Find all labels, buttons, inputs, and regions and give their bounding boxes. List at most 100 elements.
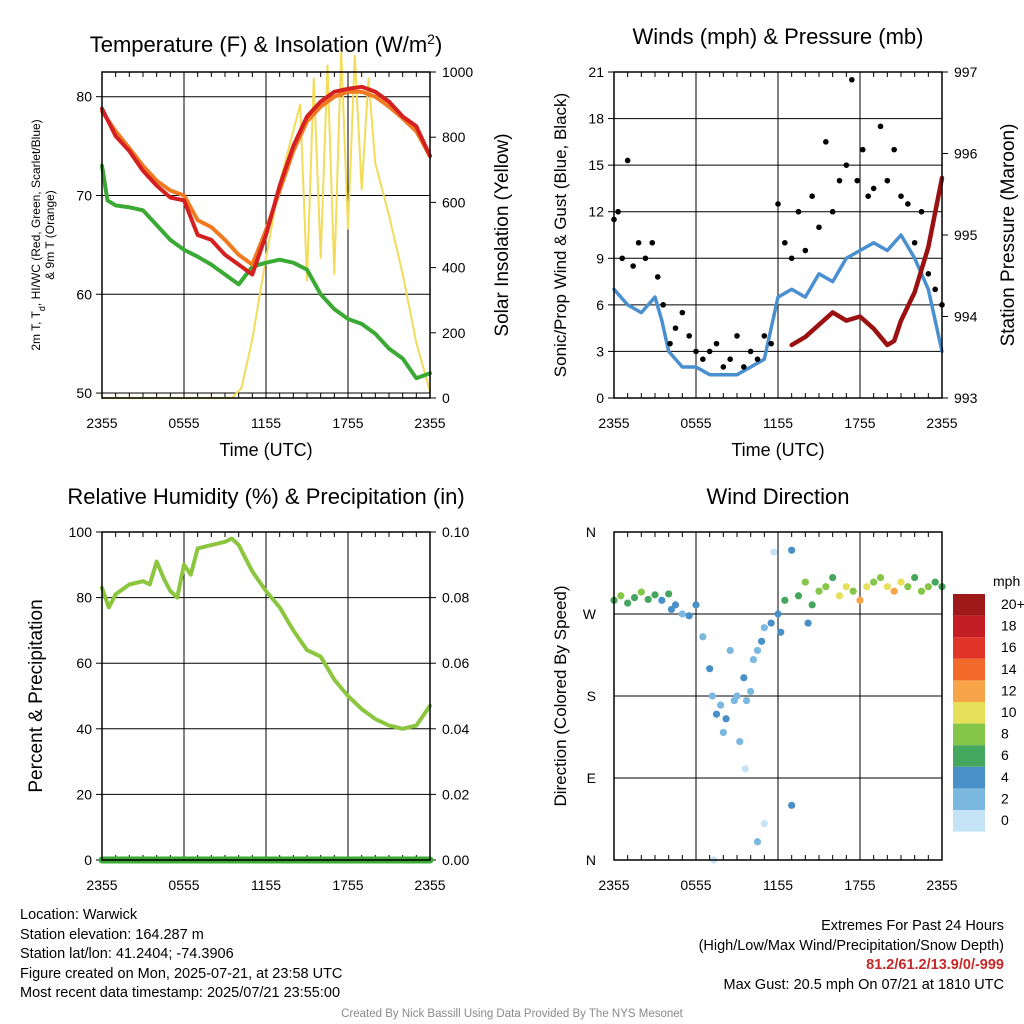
legend-label: 6 <box>1001 747 1009 763</box>
direction-point <box>624 599 632 607</box>
direction-point <box>667 605 676 614</box>
direction-point <box>678 610 686 618</box>
direction-point <box>740 674 748 682</box>
gust-point <box>925 271 932 277</box>
direction-point <box>736 737 744 746</box>
y-tick-label: 70 <box>76 187 92 203</box>
gust-point <box>768 340 774 347</box>
legend-label: 8 <box>1001 726 1009 742</box>
legend-label: 12 <box>1001 682 1017 698</box>
y-tick-label: 100 <box>69 524 93 540</box>
direction-point <box>742 696 751 705</box>
plot-border <box>101 531 431 861</box>
gust-point <box>747 348 754 355</box>
legend-swatch <box>953 658 985 681</box>
gust-point <box>775 201 781 207</box>
temperature-panel: Temperature (F) & Insolation (W/m2) 2355 0… <box>29 31 513 460</box>
y2-tick-label: 997 <box>954 64 978 80</box>
gust-point <box>654 274 661 280</box>
gust-point <box>700 356 706 362</box>
y2-tick-label: 0.10 <box>442 524 469 540</box>
direction-point <box>665 590 673 598</box>
direction-point <box>911 573 919 582</box>
direction-point <box>931 578 939 586</box>
pressure-line <box>789 175 945 348</box>
direction-point <box>644 595 652 604</box>
y2-tick-label: 0.02 <box>442 786 469 802</box>
y-tick-label: 50 <box>76 385 92 401</box>
direction-point <box>815 587 823 595</box>
humidity-panel: Relative Humidity (%) & Precipitation (i… <box>26 484 469 893</box>
direction-point <box>863 583 871 591</box>
direction-point <box>749 655 758 664</box>
y-tick-label: 3 <box>596 343 604 359</box>
gust-point <box>672 325 679 331</box>
direction-point <box>924 583 932 591</box>
x-tick-label: 1155 <box>763 877 793 893</box>
direction-point <box>904 583 912 591</box>
gust-point <box>667 340 673 347</box>
direction-point <box>777 628 785 636</box>
legend-swatch <box>953 788 985 810</box>
direction-point <box>856 596 864 604</box>
legend-label: 0 <box>1001 812 1009 828</box>
x-tick-label: 1155 <box>251 415 281 431</box>
y2-tick-label: 800 <box>442 129 466 145</box>
x-tick-label: 2355 <box>598 877 629 893</box>
gust-point <box>642 255 649 262</box>
extremes-values: 81.2/61.2/13.9/0/-999 <box>866 957 1004 973</box>
gust-point <box>635 239 642 246</box>
direction-point <box>788 546 796 554</box>
direction-point <box>658 596 666 604</box>
gust-point <box>884 177 891 184</box>
location-text: Location: Warwick <box>20 907 138 923</box>
direction-point <box>829 573 837 582</box>
direction-point <box>794 592 803 600</box>
y-tick-label: 60 <box>76 286 92 302</box>
y-tick-label: 0 <box>596 390 604 406</box>
legend-label: 10 <box>1001 704 1017 720</box>
chart-title: Temperature (F) & Insolation (W/m2) <box>90 31 443 57</box>
direction-point <box>753 646 762 655</box>
plot-border <box>101 71 431 399</box>
direction-point <box>835 592 844 600</box>
gust-point <box>816 224 822 231</box>
gust-point <box>854 177 861 184</box>
legend-label: 4 <box>1001 769 1009 785</box>
gust-point <box>870 185 877 192</box>
gust-point <box>619 255 625 262</box>
insolation-line <box>101 51 431 399</box>
y2-tick-label: 600 <box>442 194 466 210</box>
direction-point <box>774 610 782 618</box>
humidity-line <box>100 536 432 731</box>
temperature-line <box>100 84 432 277</box>
gust-point <box>809 193 815 199</box>
y2-tick-label: 995 <box>954 227 978 243</box>
y-tick-label: 60 <box>76 655 92 671</box>
latlon-text: Station lat/lon: 41.2404; -74.3906 <box>20 946 234 962</box>
y-axis-label: 2m T, Td, HI/WC (Red, Green, Scarlet/Blu… <box>29 119 47 350</box>
gust-point <box>918 208 925 215</box>
gust-point <box>911 239 918 246</box>
gust-point <box>843 162 850 168</box>
y2-tick-label: 0.00 <box>442 852 469 868</box>
x-tick-label: 2355 <box>926 877 957 893</box>
gust-point <box>802 247 809 254</box>
x-tick-label: 2355 <box>926 415 957 431</box>
credit-text: Created By Nick Bassill Using Data Provi… <box>341 1008 683 1020</box>
gust-point <box>795 208 802 215</box>
legend-label: 18 <box>1001 618 1017 634</box>
gust-point <box>788 255 795 262</box>
gust-point <box>727 356 733 362</box>
y2-tick-label: 0.06 <box>442 655 469 671</box>
x-tick-label: 2355 <box>414 415 445 431</box>
direction-point <box>870 578 878 586</box>
gust-point <box>754 356 761 362</box>
y-tick-label: 12 <box>588 204 604 220</box>
y2-tick-label: 996 <box>954 146 978 162</box>
y-tick-label: 9 <box>596 250 604 266</box>
y-axis-label: Sonic/Prop Wind & Gust (Blue, Black) <box>551 93 570 377</box>
winds-panel: Winds (mph) & Pressure (mb) 2355 0555 1155 1… <box>551 24 1019 460</box>
direction-point <box>808 601 816 609</box>
